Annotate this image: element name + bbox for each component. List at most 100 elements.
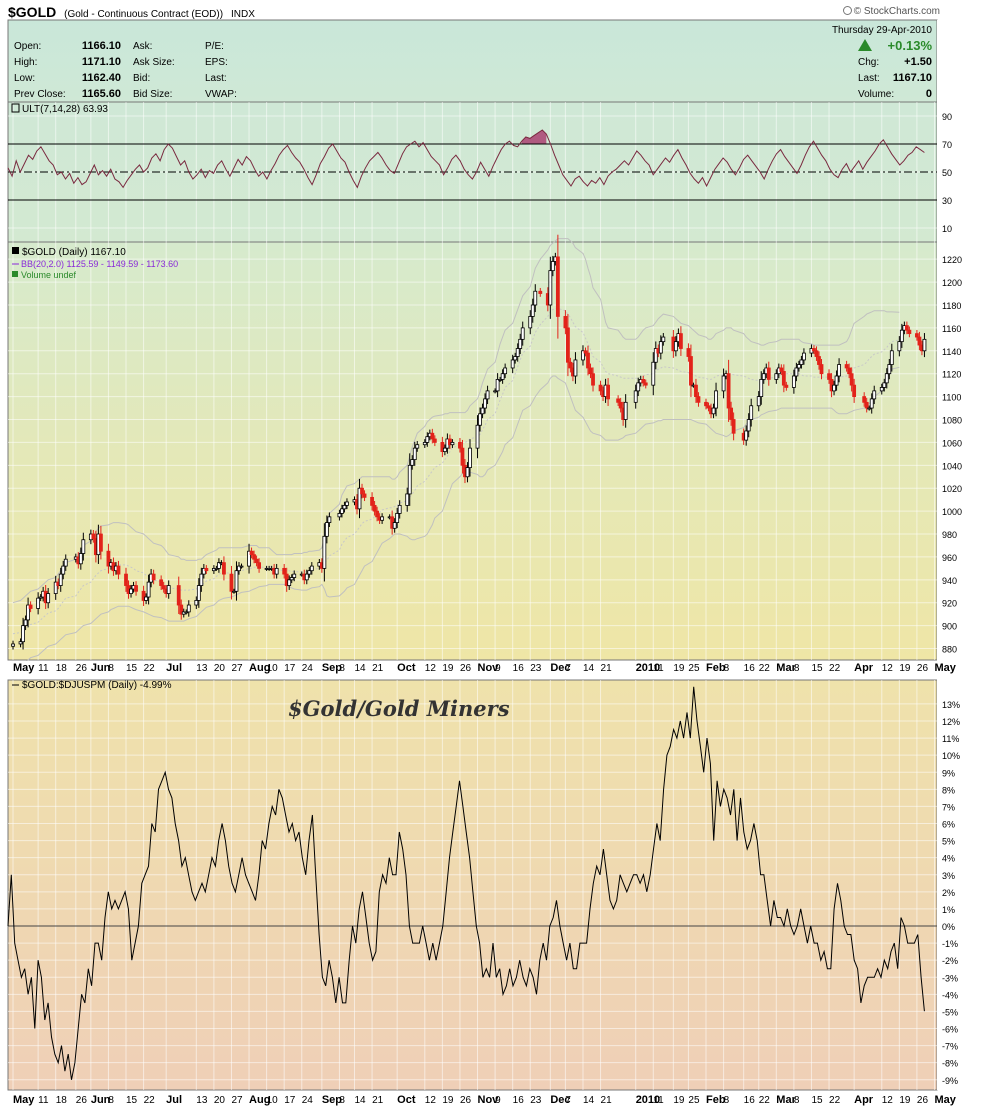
x-tick-label: Jun bbox=[91, 662, 111, 674]
candle-body bbox=[282, 567, 287, 575]
candle-body bbox=[641, 379, 646, 384]
candle-body bbox=[252, 554, 256, 560]
candle-body bbox=[696, 396, 701, 403]
candle-body bbox=[706, 405, 711, 409]
ult-tick-label: 90 bbox=[942, 112, 952, 122]
candle-body bbox=[26, 604, 30, 621]
x-tick-label: 14 bbox=[583, 663, 595, 674]
candle-body bbox=[415, 444, 420, 449]
price-tick-label: 980 bbox=[942, 530, 957, 540]
x-tick-label: 22 bbox=[144, 1095, 156, 1106]
price-tick-label: 1220 bbox=[942, 255, 962, 265]
x-tick-label: 18 bbox=[56, 1095, 68, 1106]
candle-body bbox=[530, 304, 535, 317]
x-tick-label: 11 bbox=[653, 1095, 664, 1106]
x-tick-label: 10 bbox=[267, 663, 279, 674]
x-tick-label: May bbox=[934, 1094, 956, 1106]
candle-body bbox=[380, 516, 385, 521]
x-tick-label: 12 bbox=[882, 1095, 894, 1106]
quote-label: Bid Size: bbox=[133, 89, 172, 100]
candle-body bbox=[749, 405, 754, 420]
candle-body bbox=[134, 585, 138, 592]
x-tick-label: Feb bbox=[706, 1094, 726, 1106]
candle-body bbox=[538, 290, 543, 294]
candle-body bbox=[179, 604, 184, 615]
ratio-tick-label: -8% bbox=[942, 1059, 958, 1069]
x-tick-label: Sep bbox=[322, 662, 342, 674]
x-tick-label: 25 bbox=[688, 663, 700, 674]
candle-body bbox=[184, 611, 189, 614]
x-tick-label: Oct bbox=[397, 662, 416, 674]
candle-body bbox=[623, 401, 628, 420]
candle-body bbox=[581, 350, 585, 361]
price-hgrid bbox=[8, 258, 937, 650]
candle-body bbox=[606, 384, 610, 400]
candle-body bbox=[802, 352, 806, 361]
x-tick-label: 26 bbox=[460, 1095, 472, 1106]
candle-body bbox=[161, 585, 166, 590]
candle-body bbox=[18, 641, 23, 645]
x-tick-label: 24 bbox=[302, 1095, 314, 1106]
candle-body bbox=[520, 327, 525, 340]
candle-body bbox=[186, 604, 191, 613]
candle-body bbox=[342, 504, 347, 510]
candle-body bbox=[694, 384, 698, 398]
quote-value: 1166.10 bbox=[82, 40, 121, 52]
candle-body bbox=[872, 390, 877, 400]
candle-body bbox=[555, 256, 560, 317]
quote-label: Prev Close: bbox=[14, 89, 66, 100]
candle-body bbox=[201, 567, 206, 575]
candle-body bbox=[460, 447, 465, 466]
copyright-icon bbox=[842, 6, 852, 15]
x-tick-label: 21 bbox=[372, 1095, 384, 1106]
candle-body bbox=[146, 581, 151, 598]
x-tick-label: Dec bbox=[550, 662, 570, 674]
candle-body bbox=[410, 459, 415, 466]
candle-body bbox=[21, 625, 25, 643]
x-tick-label: 8 bbox=[794, 1095, 800, 1106]
candle-body bbox=[63, 558, 68, 567]
candle-body bbox=[375, 510, 379, 518]
candle-body bbox=[616, 398, 621, 403]
candle-body bbox=[249, 550, 254, 556]
candle-body bbox=[450, 442, 455, 446]
x-tick-label: 22 bbox=[759, 663, 771, 674]
x-tick-label: May bbox=[13, 1094, 35, 1106]
x-tick-label: 22 bbox=[829, 663, 841, 674]
bottom-axis-band bbox=[0, 1091, 992, 1115]
candle-body bbox=[159, 579, 164, 586]
x-tick-label: 18 bbox=[56, 663, 68, 674]
ult-overbought-fill bbox=[521, 130, 547, 144]
candle-body bbox=[465, 467, 470, 478]
x-tick-label: Apr bbox=[854, 1094, 874, 1106]
candle-body bbox=[116, 565, 121, 575]
candle-body bbox=[817, 356, 821, 365]
candle-body bbox=[917, 336, 922, 346]
ratio-tick-label: -7% bbox=[942, 1042, 958, 1052]
candle-body bbox=[247, 550, 251, 567]
x-tick-label: Aug bbox=[249, 662, 270, 674]
x-tick-label: Feb bbox=[706, 662, 726, 674]
candle-body bbox=[412, 447, 417, 460]
candle-body bbox=[485, 390, 490, 400]
quote-value: 1167.10 bbox=[893, 72, 932, 84]
ult-legend-icon bbox=[11, 103, 20, 113]
candle-body bbox=[448, 438, 452, 446]
x-tick-label: 24 bbox=[302, 663, 314, 674]
candle-body bbox=[834, 375, 839, 386]
x-tick-label: 19 bbox=[442, 1095, 454, 1106]
candle-body bbox=[869, 398, 874, 409]
x-tick-label: 23 bbox=[530, 1095, 542, 1106]
candle-body bbox=[199, 573, 204, 586]
candle-body bbox=[503, 367, 508, 375]
x-tick-label: Nov bbox=[478, 1094, 500, 1106]
candle-body bbox=[405, 493, 410, 506]
candle-body bbox=[661, 336, 666, 343]
ratio-tick-label: -2% bbox=[942, 956, 958, 966]
x-tick-label: 26 bbox=[917, 663, 929, 674]
candle-body bbox=[495, 379, 500, 392]
candle-body bbox=[144, 596, 148, 601]
candle-body bbox=[618, 401, 623, 409]
x-tick-label: Sep bbox=[322, 1094, 342, 1106]
x-tick-label: 26 bbox=[76, 663, 88, 674]
